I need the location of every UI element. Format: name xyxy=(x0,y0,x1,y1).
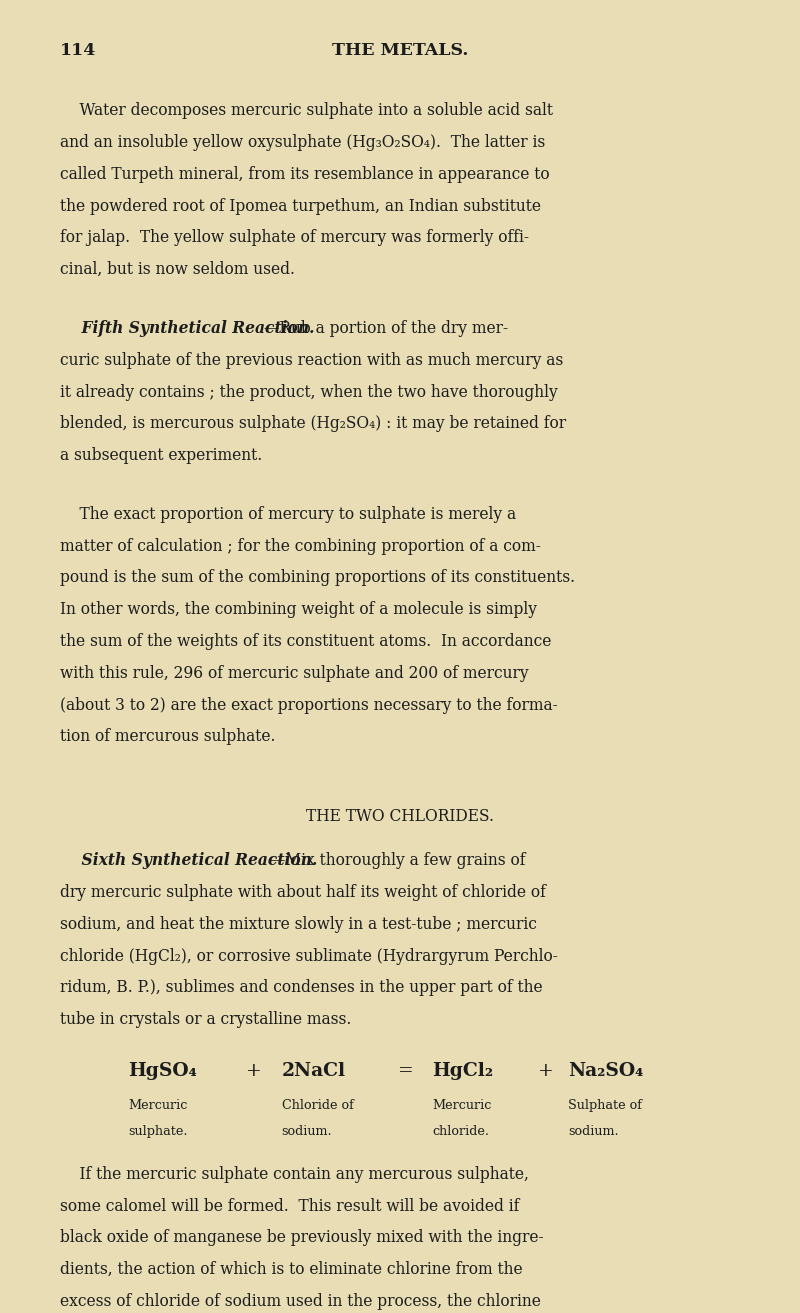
Text: —Rub a portion of the dry mer-: —Rub a portion of the dry mer- xyxy=(264,320,508,337)
Text: ridum, B. P.), sublimes and condenses in the upper part of the: ridum, B. P.), sublimes and condenses in… xyxy=(60,979,542,997)
Text: HgSO₄: HgSO₄ xyxy=(128,1062,197,1081)
Text: pound is the sum of the combining proportions of its constituents.: pound is the sum of the combining propor… xyxy=(60,570,575,587)
Text: +: + xyxy=(538,1062,554,1081)
Text: Sixth Synthetical Reaction.: Sixth Synthetical Reaction. xyxy=(60,852,318,869)
Text: THE TWO CHLORIDES.: THE TWO CHLORIDES. xyxy=(306,807,494,825)
Text: and an insoluble yellow oxysulphate (Hg₃O₂SO₄).  The latter is: and an insoluble yellow oxysulphate (Hg₃… xyxy=(60,134,546,151)
Text: a subsequent experiment.: a subsequent experiment. xyxy=(60,448,262,463)
Text: blended, is mercurous sulphate (Hg₂SO₄) : it may be retained for: blended, is mercurous sulphate (Hg₂SO₄) … xyxy=(60,415,566,432)
Text: with this rule, 296 of mercuric sulphate and 200 of mercury: with this rule, 296 of mercuric sulphate… xyxy=(60,664,529,681)
Text: Water decomposes mercuric sulphate into a soluble acid salt: Water decomposes mercuric sulphate into … xyxy=(60,102,553,119)
Text: sodium, and heat the mixture slowly in a test-tube ; mercuric: sodium, and heat the mixture slowly in a… xyxy=(60,916,537,932)
Text: =: = xyxy=(398,1062,414,1081)
Text: excess of chloride of sodium used in the process, the chlorine: excess of chloride of sodium used in the… xyxy=(60,1293,541,1310)
Text: sodium.: sodium. xyxy=(282,1124,332,1137)
Text: it already contains ; the product, when the two have thoroughly: it already contains ; the product, when … xyxy=(60,383,558,400)
Text: tube in crystals or a crystalline mass.: tube in crystals or a crystalline mass. xyxy=(60,1011,351,1028)
Text: for jalap.  The yellow sulphate of mercury was formerly offi-: for jalap. The yellow sulphate of mercur… xyxy=(60,230,529,247)
Text: (about 3 to 2) are the exact proportions necessary to the forma-: (about 3 to 2) are the exact proportions… xyxy=(60,697,558,713)
Text: Chloride of: Chloride of xyxy=(282,1099,354,1112)
Text: dients, the action of which is to eliminate chlorine from the: dients, the action of which is to elimin… xyxy=(60,1262,522,1279)
Text: matter of calculation ; for the combining proportion of a com-: matter of calculation ; for the combinin… xyxy=(60,538,541,554)
Text: HgCl₂: HgCl₂ xyxy=(432,1062,493,1081)
Text: tion of mercurous sulphate.: tion of mercurous sulphate. xyxy=(60,729,275,746)
Text: THE METALS.: THE METALS. xyxy=(332,42,468,59)
Text: The exact proportion of mercury to sulphate is merely a: The exact proportion of mercury to sulph… xyxy=(60,506,516,523)
Text: 114: 114 xyxy=(60,42,96,59)
Text: Mercuric: Mercuric xyxy=(432,1099,491,1112)
Text: Sulphate of: Sulphate of xyxy=(568,1099,642,1112)
Text: called Turpeth mineral, from its resemblance in appearance to: called Turpeth mineral, from its resembl… xyxy=(60,165,550,183)
Text: 2NaCl: 2NaCl xyxy=(282,1062,346,1081)
Text: chloride.: chloride. xyxy=(432,1124,489,1137)
Text: If the mercuric sulphate contain any mercurous sulphate,: If the mercuric sulphate contain any mer… xyxy=(60,1166,529,1183)
Text: +: + xyxy=(246,1062,262,1081)
Text: —Mix thoroughly a few grains of: —Mix thoroughly a few grains of xyxy=(270,852,526,869)
Text: cinal, but is now seldom used.: cinal, but is now seldom used. xyxy=(60,261,295,278)
Text: dry mercuric sulphate with about half its weight of chloride of: dry mercuric sulphate with about half it… xyxy=(60,884,546,901)
Text: Fifth Synthetical Reaction.: Fifth Synthetical Reaction. xyxy=(60,320,314,337)
Text: curic sulphate of the previous reaction with as much mercury as: curic sulphate of the previous reaction … xyxy=(60,352,563,369)
Text: the sum of the weights of its constituent atoms.  In accordance: the sum of the weights of its constituen… xyxy=(60,633,551,650)
Text: some calomel will be formed.  This result will be avoided if: some calomel will be formed. This result… xyxy=(60,1197,519,1215)
Text: chloride (HgCl₂), or corrosive sublimate (Hydrargyrum Perchlo-: chloride (HgCl₂), or corrosive sublimate… xyxy=(60,948,558,965)
Text: Mercuric: Mercuric xyxy=(128,1099,187,1112)
Text: black oxide of manganese be previously mixed with the ingre-: black oxide of manganese be previously m… xyxy=(60,1229,544,1246)
Text: the powdered root of Ipomea turpethum, an Indian substitute: the powdered root of Ipomea turpethum, a… xyxy=(60,198,541,215)
Text: In other words, the combining weight of a molecule is simply: In other words, the combining weight of … xyxy=(60,601,537,618)
Text: sodium.: sodium. xyxy=(568,1124,618,1137)
Text: sulphate.: sulphate. xyxy=(128,1124,187,1137)
Text: Na₂SO₄: Na₂SO₄ xyxy=(568,1062,643,1081)
